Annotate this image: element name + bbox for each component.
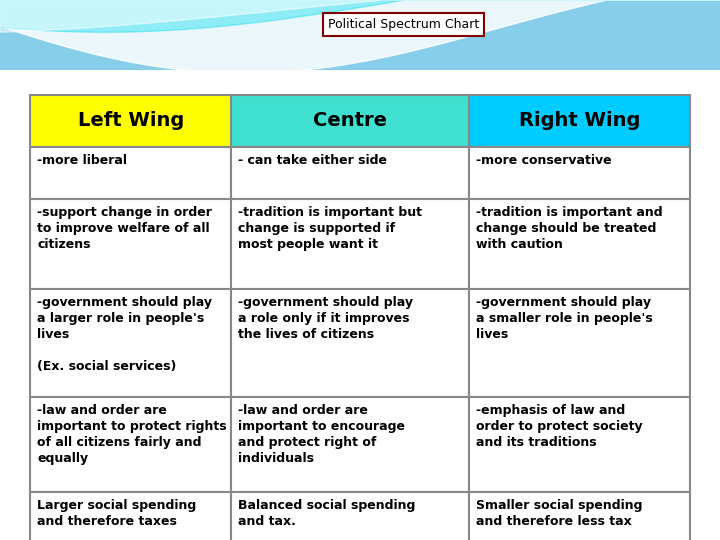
- Bar: [469, 199, 690, 289]
- Bar: [30, 397, 231, 492]
- Bar: [469, 289, 690, 397]
- Text: -government should play
a larger role in people's
lives

(Ex. social services): -government should play a larger role in…: [37, 296, 212, 373]
- Bar: [231, 95, 469, 147]
- Text: -law and order are
important to encourage
and protect right of
individuals: -law and order are important to encourag…: [238, 404, 405, 465]
- Bar: [30, 199, 231, 289]
- Text: -government should play
a smaller role in people's
lives: -government should play a smaller role i…: [476, 296, 652, 341]
- Bar: [30, 95, 231, 147]
- Bar: [469, 95, 690, 147]
- Bar: [231, 397, 469, 492]
- Text: Right Wing: Right Wing: [519, 111, 640, 131]
- Bar: [469, 492, 690, 540]
- Text: Left Wing: Left Wing: [78, 111, 184, 131]
- Bar: [0, 70, 720, 540]
- Bar: [231, 492, 469, 540]
- Bar: [469, 397, 690, 492]
- Text: -more liberal: -more liberal: [37, 154, 127, 167]
- Text: Political Spectrum Chart: Political Spectrum Chart: [328, 18, 479, 31]
- Bar: [30, 492, 231, 540]
- Bar: [30, 289, 231, 397]
- Text: -government should play
a role only if it improves
the lives of citizens: -government should play a role only if i…: [238, 296, 413, 341]
- Text: -tradition is important but
change is supported if
most people want it: -tradition is important but change is su…: [238, 206, 423, 251]
- Text: Balanced social spending
and tax.: Balanced social spending and tax.: [238, 499, 415, 528]
- Bar: [231, 147, 469, 199]
- Text: -law and order are
important to protect rights
of all citizens fairly and
equall: -law and order are important to protect …: [37, 404, 227, 465]
- Text: Smaller social spending
and therefore less tax: Smaller social spending and therefore le…: [476, 499, 642, 528]
- Bar: [30, 147, 231, 199]
- Text: Centre: Centre: [313, 111, 387, 131]
- Bar: [231, 199, 469, 289]
- Text: -emphasis of law and
order to protect society
and its traditions: -emphasis of law and order to protect so…: [476, 404, 642, 449]
- Text: - can take either side: - can take either side: [238, 154, 387, 167]
- Text: -support change in order
to improve welfare of all
citizens: -support change in order to improve welf…: [37, 206, 212, 251]
- Text: -more conservative: -more conservative: [476, 154, 611, 167]
- Text: Larger social spending
and therefore taxes: Larger social spending and therefore tax…: [37, 499, 197, 528]
- Text: -tradition is important and
change should be treated
with caution: -tradition is important and change shoul…: [476, 206, 662, 251]
- Bar: [469, 147, 690, 199]
- Bar: [231, 289, 469, 397]
